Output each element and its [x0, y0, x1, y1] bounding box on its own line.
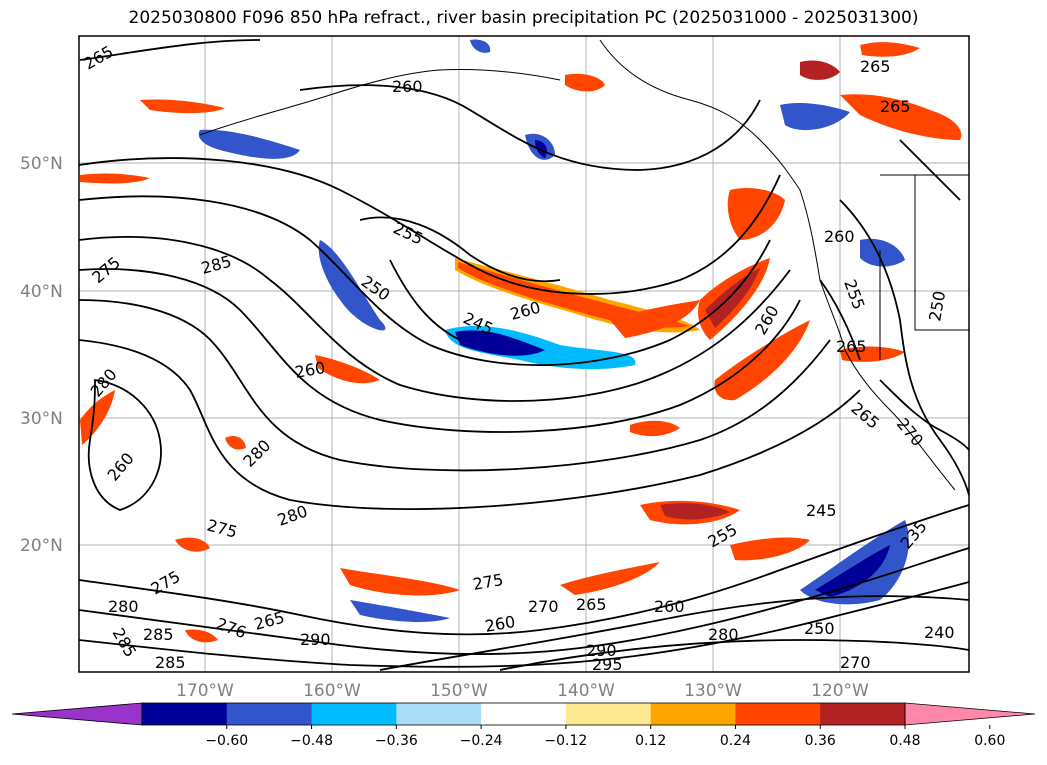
pos-area — [727, 188, 785, 240]
lat-label: 40°N — [20, 282, 63, 302]
pos-area — [225, 436, 246, 450]
map-frame — [78, 35, 970, 673]
contour-label: 260 — [392, 77, 423, 96]
pos-area — [80, 390, 115, 445]
colorbar-extend-high — [904, 702, 1036, 726]
contour-label: 280 — [108, 597, 139, 616]
contour-label: 285 — [143, 625, 174, 644]
pos-area — [340, 568, 460, 596]
latitude-labels: 50°N 40°N 30°N 20°N — [20, 154, 63, 556]
pos-area — [660, 502, 730, 520]
colorbar-segment — [650, 703, 736, 725]
neg-area — [535, 140, 547, 158]
pos-area — [705, 268, 760, 328]
colorbar-segment — [565, 703, 652, 725]
pos-area — [730, 537, 810, 561]
pos-area — [80, 173, 150, 184]
coastlines — [199, 39, 969, 491]
lat-label: 30°N — [20, 409, 63, 429]
map-panel: 265 260 265 265 255 285 275 250 245 260 … — [78, 35, 970, 674]
colorbar-segment — [396, 703, 482, 725]
colorbar-segment — [820, 703, 906, 725]
longitude-labels: 170°W 160°W 150°W 140°W 130°W 120°W — [176, 681, 869, 701]
colorbar-frame — [141, 702, 906, 726]
lon-label: 160°W — [303, 681, 361, 701]
neg-area — [198, 129, 300, 159]
neg-area — [318, 240, 386, 331]
lat-label: 20°N — [20, 536, 63, 556]
lon-label: 140°W — [557, 681, 615, 701]
colorbar-extend-low — [11, 702, 143, 726]
pos-area — [315, 355, 380, 384]
pos-area — [610, 300, 700, 338]
pos-area — [185, 629, 218, 643]
pos-area — [565, 73, 605, 92]
colorbar-tick-label: −0.60 — [205, 733, 248, 749]
contour-label: 285 — [155, 653, 186, 672]
contour-label: 260 — [824, 227, 855, 246]
colorbar-tick-label: 0.24 — [720, 733, 751, 749]
colorbar: −0.60 −0.48 −0.36 −0.24 −0.12 0.12 0.24 0.36 0.4… — [11, 702, 1036, 749]
colorbar-tick-label: 0.12 — [635, 733, 666, 749]
pos-area — [860, 42, 920, 57]
pos-area — [175, 537, 210, 552]
contour-label: 270 — [528, 597, 559, 616]
colorbar-tick-label: −0.24 — [460, 733, 503, 749]
contour-label: 270 — [840, 653, 871, 672]
neg-area — [860, 238, 905, 267]
pos-area — [140, 99, 225, 114]
colorbar-segment — [226, 703, 313, 725]
pos-area — [800, 60, 840, 80]
colorbar-tick-label: −0.48 — [290, 733, 333, 749]
contour-label: 265 — [836, 337, 867, 356]
map-title: 2025030800 F096 850 hPa refract., river … — [128, 8, 919, 28]
colorbar-tick-label: −0.12 — [544, 733, 587, 749]
lat-label: 50°N — [20, 154, 63, 174]
neg-area — [455, 330, 545, 356]
pos-area — [458, 262, 690, 328]
lon-label: 170°W — [176, 681, 234, 701]
neg-area — [470, 39, 491, 53]
lon-label: 130°W — [684, 681, 742, 701]
contour-label: 290 — [300, 630, 331, 649]
neg-area — [815, 545, 890, 597]
contour-label: 265 — [860, 57, 891, 76]
contour-label: 240 — [924, 623, 955, 642]
contour-label: 280 — [708, 625, 739, 644]
colorbar-tick-label: 0.60 — [974, 733, 1005, 749]
contour-label: 245 — [806, 501, 837, 520]
lon-label: 150°W — [430, 681, 488, 701]
pos-area — [630, 420, 680, 437]
pos-area — [840, 94, 962, 140]
contour-label: 260 — [654, 597, 685, 616]
contour-label: 265 — [576, 595, 607, 614]
colorbar-segment — [142, 703, 228, 725]
colorbar-segment — [311, 703, 397, 725]
contour-label: 290 — [586, 641, 617, 660]
contour-label: 250 — [804, 619, 835, 638]
neg-area — [780, 102, 850, 131]
pos-area — [560, 562, 660, 595]
colorbar-tick-label: 0.36 — [805, 733, 836, 749]
colorbar-tick-label: 0.48 — [889, 733, 920, 749]
colorbar-tick-label: −0.36 — [375, 733, 418, 749]
graticule — [79, 36, 969, 672]
contour-label: 265 — [880, 97, 911, 116]
colorbar-segment — [481, 703, 567, 725]
colorbar-segment — [735, 703, 821, 725]
pos-area — [714, 320, 810, 401]
lon-label: 120°W — [811, 681, 869, 701]
neg-area — [350, 600, 450, 622]
refractivity-contours — [78, 39, 970, 671]
contour-label: 295 — [592, 655, 623, 674]
